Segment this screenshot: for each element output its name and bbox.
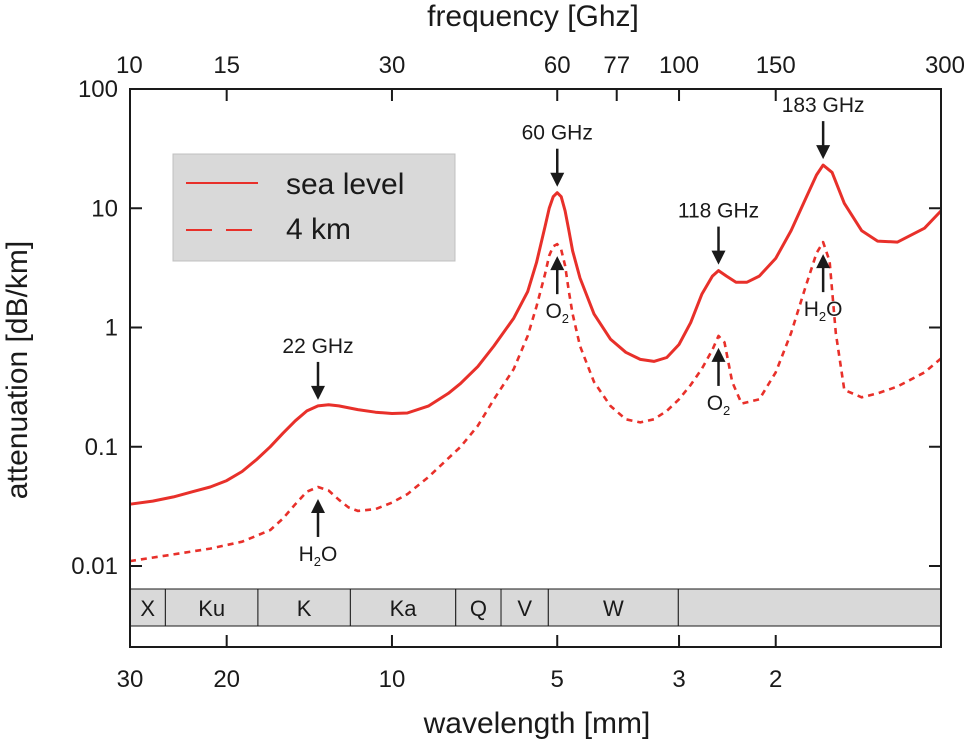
band-cell-5 xyxy=(500,588,549,627)
bottom-tick-label-4: 3 xyxy=(672,666,685,693)
annotation-0-arrow-head xyxy=(311,385,326,400)
band-cell-6 xyxy=(547,588,679,627)
bottom-tick-label-3: 5 xyxy=(551,666,564,693)
top-tick-label-4: 77 xyxy=(603,52,630,79)
band-cell-7 xyxy=(677,588,942,627)
band-label-x: X xyxy=(140,596,155,621)
x-axis-title: wavelength [mm] xyxy=(423,707,651,740)
bottom-tick-label-2: 10 xyxy=(379,666,406,693)
legend: sea level 4 km xyxy=(172,153,456,262)
top-tick-label-7: 300 xyxy=(925,52,964,79)
y-tick-label-3: 10 xyxy=(91,195,118,222)
annotation-4-label: H2O xyxy=(299,543,338,569)
series-group xyxy=(129,163,943,563)
annotation-1-arrow-head xyxy=(550,172,565,187)
series-line-4-km xyxy=(129,240,942,563)
band-label-ku: Ku xyxy=(198,596,225,621)
annotation-0-label: 22 GHz xyxy=(282,335,353,358)
legend-label-4-km: 4 km xyxy=(286,213,351,246)
annotations-group: 22 GHz 60 GHz 118 GHz 183 GHz H2O O2 O2 H2O xyxy=(282,94,864,569)
plot-frame xyxy=(129,88,942,648)
annotation-6-arrow-head xyxy=(711,347,726,362)
bottom-tick-label-1: 20 xyxy=(213,666,240,693)
series-line-sea-level xyxy=(129,163,943,506)
bottom-tick-label-0: 30 xyxy=(117,666,144,693)
annotation-2-arrow-head xyxy=(711,250,726,265)
annotation-6-label: O2 xyxy=(707,392,731,418)
band-cell-1 xyxy=(164,588,259,627)
annotation-3-label: 183 GHz xyxy=(782,94,865,117)
band-cell-2 xyxy=(257,588,351,627)
y-tick-label-0: 0.01 xyxy=(71,553,118,580)
annotation-7-arrow-head xyxy=(816,254,831,269)
band-label-v: V xyxy=(517,596,532,621)
band-label-w: W xyxy=(603,596,624,621)
annotation-2-label: 118 GHz xyxy=(678,200,759,223)
annotation-5-arrow-head xyxy=(550,256,565,271)
y-tick-label-4: 100 xyxy=(78,76,118,103)
legend-box xyxy=(172,153,456,262)
top-tick-label-2: 30 xyxy=(379,52,406,79)
annotation-7-label: H2O xyxy=(804,298,843,324)
annotation-3-arrow-head xyxy=(816,145,831,160)
top-tick-label-6: 150 xyxy=(756,52,796,79)
x2-axis-title: frequency [Ghz] xyxy=(427,0,639,33)
top-tick-label-1: 15 xyxy=(213,52,240,79)
top-tick-label-5: 100 xyxy=(659,52,699,79)
y-tick-label-1: 0.1 xyxy=(85,434,118,461)
y-axis-title: attenuation [dB/km] xyxy=(1,241,34,500)
y-tick-label-2: 1 xyxy=(105,315,118,342)
band-label-q: Q xyxy=(470,596,487,621)
top-tick-label-3: 60 xyxy=(544,52,571,79)
frequency-bands: X Ku K Ka Q V W xyxy=(129,588,942,627)
annotation-5-label: O2 xyxy=(545,300,569,326)
bottom-tick-label-5: 2 xyxy=(769,666,782,693)
band-cell-4 xyxy=(455,588,502,627)
annotation-1-label: 60 GHz xyxy=(522,122,593,145)
legend-label-sea-level: sea level xyxy=(286,168,404,201)
annotation-4-arrow-head xyxy=(311,498,326,513)
band-label-ka: Ka xyxy=(390,596,418,621)
band-label-k: K xyxy=(297,596,312,621)
top-tick-label-0: 10 xyxy=(116,52,143,79)
